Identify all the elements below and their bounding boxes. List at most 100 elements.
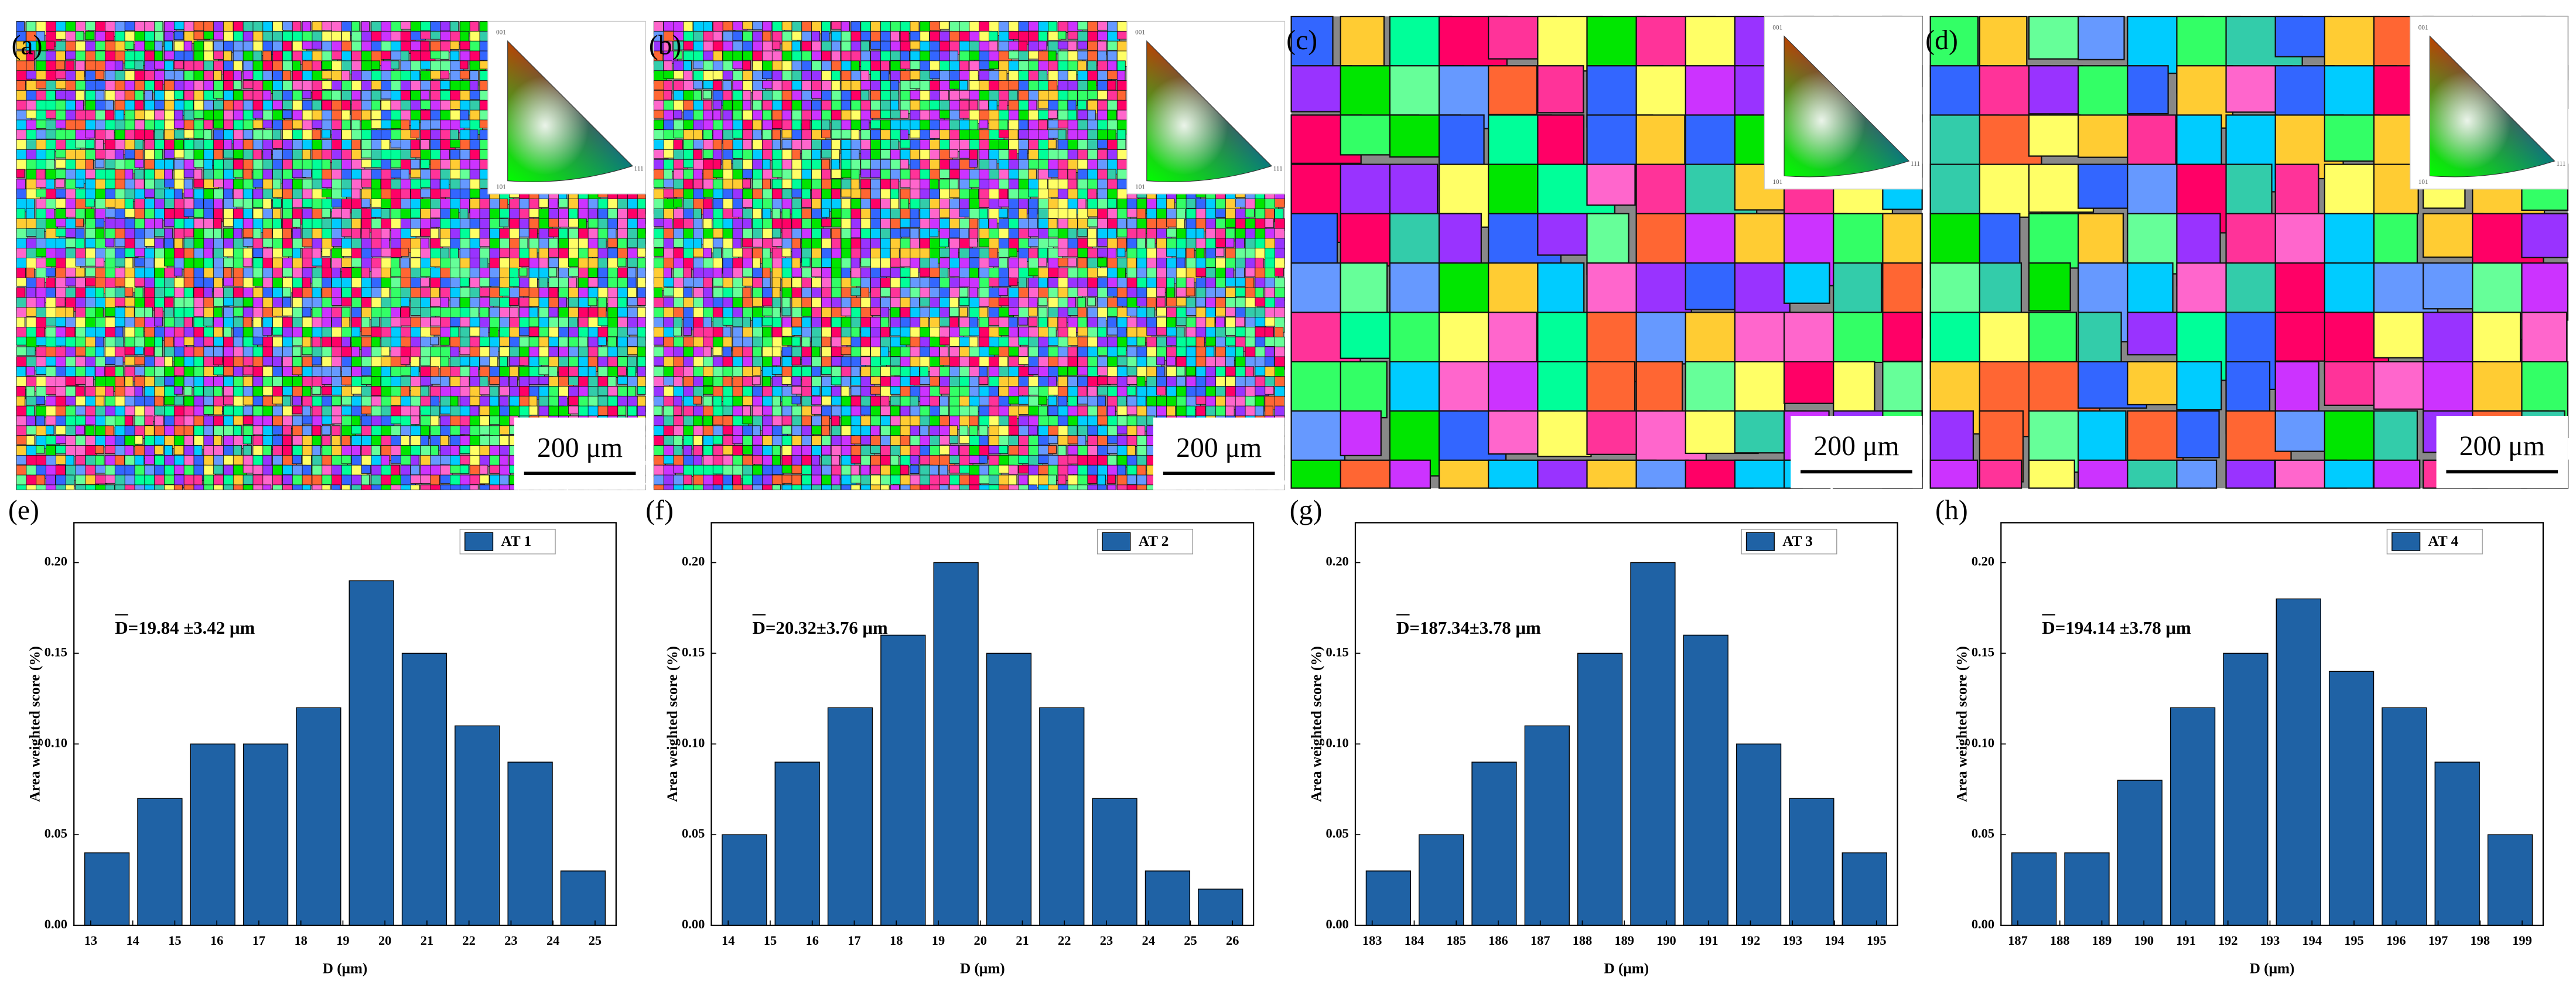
grain — [105, 208, 115, 218]
grain — [223, 267, 232, 280]
grain — [65, 346, 76, 358]
grain — [479, 30, 489, 42]
grain — [262, 119, 272, 129]
grain — [597, 267, 610, 278]
grain — [1067, 218, 1078, 230]
grain — [144, 415, 153, 426]
grain — [459, 317, 470, 327]
grain — [332, 30, 342, 42]
grain — [223, 189, 233, 201]
grain — [693, 80, 703, 90]
grain — [518, 238, 528, 250]
grain — [703, 258, 715, 269]
grain — [998, 218, 1010, 230]
grain — [322, 258, 331, 269]
grain — [292, 297, 303, 308]
grain — [332, 238, 343, 247]
grain — [46, 317, 57, 326]
grain — [1245, 199, 1256, 209]
grain — [693, 90, 702, 102]
grain — [95, 445, 104, 454]
grain — [693, 218, 703, 230]
grain — [558, 248, 570, 260]
scale-bar-label: 200 μm — [537, 433, 623, 463]
grain — [900, 40, 911, 52]
grain — [870, 169, 881, 178]
grain — [193, 415, 204, 427]
grain — [164, 169, 173, 180]
grain — [499, 376, 509, 388]
grain — [410, 464, 420, 475]
grain — [16, 267, 26, 279]
grain — [242, 169, 252, 180]
grain — [1038, 297, 1048, 306]
grain — [1185, 287, 1195, 296]
ipf-label: 111 — [634, 166, 644, 173]
grain — [292, 218, 301, 228]
grain — [1245, 267, 1255, 278]
grain — [242, 445, 252, 456]
grain — [617, 376, 628, 385]
grain — [850, 258, 860, 269]
grain — [637, 287, 646, 299]
grain — [930, 267, 941, 278]
grain — [262, 70, 272, 81]
grain — [55, 50, 66, 62]
grain — [1097, 208, 1108, 220]
grain — [430, 208, 442, 218]
grain — [75, 474, 87, 485]
grain — [262, 317, 273, 328]
grain — [203, 119, 213, 129]
grain — [841, 307, 853, 316]
grain — [1195, 297, 1206, 308]
grain — [1255, 277, 1267, 288]
grain — [302, 484, 312, 490]
grain — [1255, 297, 1266, 307]
grain — [302, 317, 313, 329]
grain — [663, 277, 675, 288]
grain — [781, 129, 793, 138]
grain — [144, 159, 155, 169]
grain — [910, 297, 920, 309]
grain — [203, 336, 214, 347]
grain — [900, 129, 909, 140]
grain — [1067, 70, 1077, 81]
grain — [1107, 238, 1119, 250]
grain — [469, 149, 480, 161]
grain — [712, 30, 723, 42]
grain — [979, 199, 990, 208]
grain — [831, 189, 841, 200]
grain — [302, 336, 312, 348]
grain — [1275, 199, 1285, 208]
grain — [134, 366, 146, 376]
grain — [781, 208, 791, 220]
grain — [65, 484, 74, 490]
grain — [1077, 159, 1089, 169]
grain — [663, 179, 675, 188]
grain — [233, 60, 243, 73]
grain — [105, 30, 115, 41]
grain — [361, 464, 371, 474]
grain — [105, 100, 114, 112]
grain — [870, 218, 882, 230]
grain — [459, 179, 472, 189]
grain — [381, 199, 392, 209]
grain — [712, 228, 723, 238]
ipf-label: 101 — [496, 183, 506, 190]
grain — [538, 366, 549, 375]
grain — [1057, 60, 1069, 72]
grain — [213, 30, 226, 40]
grain — [26, 346, 36, 356]
grain — [450, 248, 459, 259]
grain — [114, 366, 124, 378]
grain — [1057, 21, 1069, 33]
grain — [134, 159, 144, 168]
grain — [1235, 297, 1246, 308]
grain — [469, 218, 480, 229]
grain — [890, 119, 902, 131]
grain — [653, 208, 664, 220]
grain — [450, 356, 461, 368]
grain — [1166, 248, 1177, 257]
grain — [292, 455, 302, 464]
grain — [420, 277, 430, 288]
